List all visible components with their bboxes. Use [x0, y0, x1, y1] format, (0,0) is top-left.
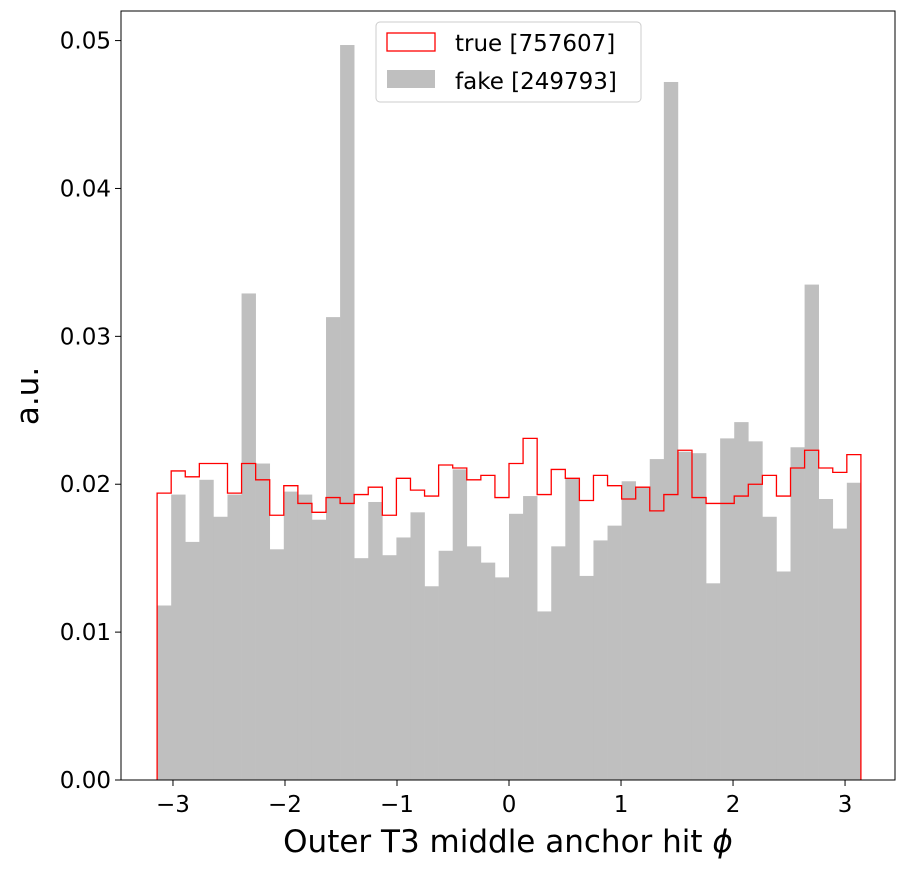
y-tick-label: 0.00	[60, 768, 111, 794]
x-axis-label: Outer T3 middle anchor hit ϕ	[283, 824, 733, 860]
fake-bar	[494, 577, 510, 780]
fake-bar	[509, 513, 524, 780]
fake-bar	[790, 447, 805, 780]
fake-bar	[438, 550, 454, 780]
fake-histogram-bars	[157, 45, 862, 780]
fake-bar	[734, 422, 749, 780]
fake-bar	[593, 540, 608, 780]
legend-swatch-true	[386, 32, 436, 52]
x-tick-label: −2	[268, 792, 302, 818]
fake-bar	[579, 575, 594, 780]
fake-bar	[762, 516, 777, 780]
y-axis-ticks: 0.00 0.01 0.02 0.03 0.04 0.05	[60, 29, 121, 794]
fake-bar	[410, 512, 425, 780]
fake-bar	[677, 451, 693, 780]
fake-bar	[199, 479, 214, 780]
fake-bar	[776, 571, 791, 780]
fake-bar	[311, 519, 327, 780]
fake-bar	[621, 481, 636, 780]
x-tick-label: 1	[614, 792, 629, 818]
fake-bar	[213, 516, 228, 780]
x-tick-label: 2	[726, 792, 741, 818]
fake-bar	[691, 453, 707, 780]
fake-bar	[523, 496, 538, 780]
true-histogram-step	[156, 437, 862, 780]
fake-bar	[382, 555, 397, 780]
x-tick-label: −1	[380, 792, 414, 818]
fake-bar	[354, 558, 369, 780]
fake-bar	[635, 487, 651, 780]
fake-bar	[720, 438, 735, 780]
y-tick-label: 0.04	[60, 176, 111, 202]
x-tick-label: −3	[156, 792, 190, 818]
fake-bar	[171, 494, 186, 780]
y-axis-label: a.u.	[10, 367, 46, 425]
plot-frame	[120, 10, 896, 781]
fake-bar	[466, 546, 482, 780]
fake-bar	[157, 605, 172, 780]
fake-bar	[326, 317, 341, 780]
fake-bar	[804, 284, 819, 780]
x-axis-ticks: −3 −2 −1 0 1 2 3	[156, 780, 852, 818]
legend-swatch-fake	[387, 70, 435, 88]
legend-frame	[375, 21, 642, 103]
x-tick-label: 0	[502, 792, 517, 818]
fake-bar	[368, 501, 383, 780]
legend-label-fake: fake [249793]	[455, 69, 617, 95]
y-tick-label: 0.03	[60, 324, 111, 350]
fake-bar	[551, 546, 566, 780]
fake-bar	[607, 525, 622, 780]
fake-bar	[565, 478, 580, 780]
fake-bar	[340, 45, 355, 780]
fake-bar	[227, 494, 242, 780]
legend: true [757607] fake [249793]	[375, 21, 642, 103]
fake-bar	[255, 463, 271, 780]
y-tick-label: 0.01	[60, 620, 111, 646]
y-tick-label: 0.02	[60, 472, 111, 498]
legend-label-true: true [757607]	[455, 31, 615, 57]
fake-bar	[832, 528, 848, 780]
fake-bar	[283, 491, 299, 780]
fake-bar	[818, 499, 834, 780]
fake-bar	[297, 494, 313, 780]
fake-bar	[241, 293, 256, 780]
fake-bar	[424, 586, 439, 780]
fake-bar	[748, 441, 763, 780]
fake-bar	[663, 81, 679, 780]
fake-bar	[452, 469, 468, 780]
fake-bar	[396, 537, 411, 780]
fake-bar	[846, 482, 862, 780]
fake-bar	[706, 583, 721, 780]
fake-bar	[269, 549, 285, 780]
fake-bar	[480, 562, 496, 780]
y-tick-label: 0.05	[60, 29, 111, 55]
fake-bar	[537, 611, 552, 780]
fake-bar	[649, 459, 665, 780]
x-tick-label: 3	[838, 792, 853, 818]
fake-bar	[185, 541, 200, 780]
